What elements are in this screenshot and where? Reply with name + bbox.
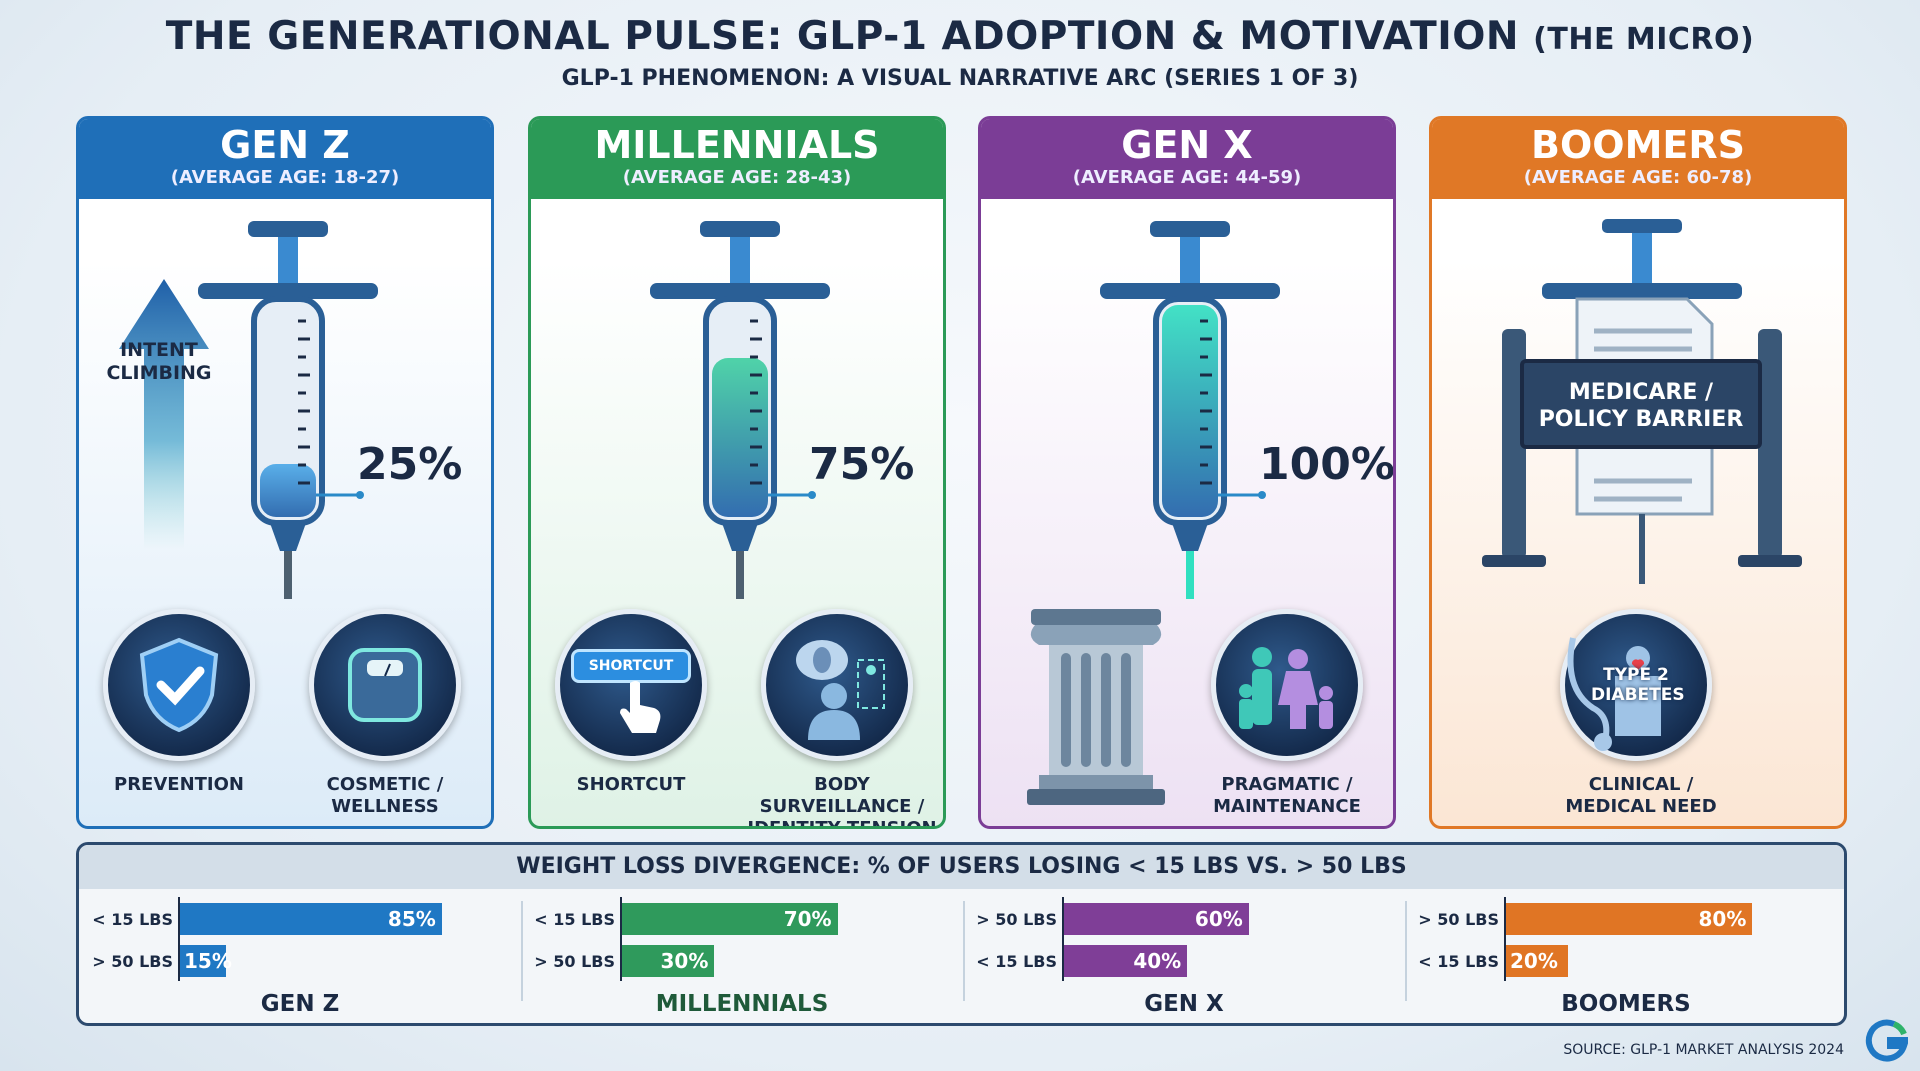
bar: 20% xyxy=(1506,945,1568,977)
syringe-needle xyxy=(284,551,292,599)
bar-row-label: < 15 LBS xyxy=(1418,952,1499,971)
syringe-percent: 75% xyxy=(809,439,915,490)
panel-header: GEN Z (AVERAGE AGE: 18-27) xyxy=(79,119,491,199)
panel-title: BOOMERS xyxy=(1531,123,1745,167)
bar: 60% xyxy=(1064,903,1249,935)
title-main: THE GENERATIONAL PULSE: GLP-1 ADOPTION &… xyxy=(165,14,1520,59)
intent-climbing-label: INTENT CLIMBING xyxy=(106,339,212,384)
prevention-label: PREVENTION xyxy=(114,774,244,795)
shortcut-label: SHORTCUT xyxy=(576,774,686,795)
panel-millennials: MILLENNIALS (AVERAGE AGE: 28-43) 75% SHOR… xyxy=(528,116,946,829)
plunger-top xyxy=(700,221,780,237)
bar: 80% xyxy=(1506,903,1753,935)
bar-row-label: > 50 LBS xyxy=(1418,910,1499,929)
pragmatic-maintenance-label: PRAGMATIC / MAINTENANCE xyxy=(1213,774,1361,817)
prevention-icon-circle xyxy=(103,609,255,761)
panel-age: (AVERAGE AGE: 60-78) xyxy=(1523,167,1753,188)
scale-icon xyxy=(348,648,422,722)
group-divider xyxy=(521,901,523,1001)
family-icon xyxy=(1239,647,1333,729)
shortcut-badge: SHORTCUT xyxy=(571,649,691,683)
group-label: GEN X xyxy=(1144,991,1224,1017)
group-label: BOOMERS xyxy=(1561,991,1691,1017)
page-subtitle: GLP-1 PHENOMENON: A VISUAL NARRATIVE ARC… xyxy=(561,66,1359,91)
brand-logo-icon xyxy=(1865,1019,1908,1062)
panel-boomers: BOOMERS (AVERAGE AGE: 60-78) MEDICARE / P… xyxy=(1429,116,1847,829)
syringe-percent: 25% xyxy=(357,439,463,490)
stethoscope-icon xyxy=(1567,637,1661,751)
clinical-medical-need-label: CLINICAL / MEDICAL NEED xyxy=(1565,774,1717,817)
syringe-icon xyxy=(1100,221,1280,599)
chart-group-gen-z: < 15 LBS 85% > 50 LBS 15% GEN Z xyxy=(79,889,521,1023)
shortcut-icon-circle: SHORTCUT xyxy=(555,609,707,761)
panel-gen-z: GEN Z (AVERAGE AGE: 18-27) INTENT CLIMBIN… xyxy=(76,116,494,829)
syringe-tip xyxy=(722,523,758,551)
group-label: MILLENNIALS xyxy=(655,991,829,1017)
chart-group-gen-x: > 50 LBS 60% < 15 LBS 40% GEN X xyxy=(963,889,1405,1023)
shield-check-icon xyxy=(139,637,219,733)
syringe-needle xyxy=(736,551,744,599)
medicare-policy-barrier-sign: MEDICARE / POLICY BARRIER xyxy=(1520,359,1762,449)
bar: 40% xyxy=(1064,945,1188,977)
syringe-tip xyxy=(270,523,306,551)
syringe-needle xyxy=(1186,551,1194,599)
panel-title: MILLENNIALS xyxy=(594,123,880,167)
bar-row-label: < 15 LBS xyxy=(92,910,173,929)
syringe-flange xyxy=(650,283,830,299)
bar-row-label: < 15 LBS xyxy=(534,910,615,929)
syringe-flange xyxy=(1100,283,1280,299)
body-surveillance-icon-circle xyxy=(761,609,913,761)
chart-title: WEIGHT LOSS DIVERGENCE: % OF USERS LOSIN… xyxy=(79,845,1844,889)
panel-age: (AVERAGE AGE: 44-59) xyxy=(1072,167,1302,188)
group-divider xyxy=(963,901,965,1001)
body-surveillance-label: BODY SURVEILLANCE / IDENTITY TENSION xyxy=(747,774,937,829)
panel-header: MILLENNIALS (AVERAGE AGE: 28-43) xyxy=(531,119,943,199)
shortcut-button-icon: SHORTCUT xyxy=(571,635,691,735)
family-icon-circle xyxy=(1211,609,1363,761)
pillar-icon xyxy=(1027,609,1165,805)
bar: 85% xyxy=(180,903,442,935)
chart-group-boomers: > 50 LBS 80% < 15 LBS 20% BOOMERS xyxy=(1405,889,1844,1023)
panel-gen-x: GEN X (AVERAGE AGE: 44-59) 100% PRAGMATIC… xyxy=(978,116,1396,829)
bar-row-label: > 50 LBS xyxy=(92,952,173,971)
arrow-up-icon xyxy=(119,279,209,549)
group-label: GEN Z xyxy=(260,991,340,1017)
weight-loss-divergence-chart: WEIGHT LOSS DIVERGENCE: % OF USERS LOSIN… xyxy=(76,842,1847,1026)
bar-axis xyxy=(1504,897,1506,981)
syringe-tip xyxy=(1172,523,1208,551)
syringe-fill-level xyxy=(260,464,316,517)
bar-axis xyxy=(620,897,622,981)
bar-axis xyxy=(1062,897,1064,981)
title-suffix: (THE MICRO) xyxy=(1533,22,1755,57)
type-2-diabetes-badge: TYPE 2 DIABETES xyxy=(1591,665,1685,705)
panel-header: GEN X (AVERAGE AGE: 44-59) xyxy=(981,119,1393,199)
syringe-icon xyxy=(198,221,378,599)
bar-row-label: > 50 LBS xyxy=(534,952,615,971)
syringe-icon xyxy=(650,221,830,599)
bar-row-label: < 15 LBS xyxy=(976,952,1057,971)
syringe-fill-level xyxy=(712,358,768,517)
bar-row-label: > 50 LBS xyxy=(976,910,1057,929)
bar: 15% xyxy=(180,945,232,977)
syringe-percent: 100% xyxy=(1259,439,1395,490)
syringe-flange xyxy=(198,283,378,299)
plunger-top xyxy=(1150,221,1230,237)
panel-header: BOOMERS (AVERAGE AGE: 60-78) xyxy=(1432,119,1844,199)
panel-age: (AVERAGE AGE: 18-27) xyxy=(170,167,400,188)
bar: 70% xyxy=(622,903,838,935)
clinical-icon-circle: TYPE 2 DIABETES xyxy=(1560,609,1712,761)
bar: 30% xyxy=(622,945,715,977)
cosmetic-icon-circle xyxy=(309,609,461,761)
page-title: THE GENERATIONAL PULSE: GLP-1 ADOPTION &… xyxy=(0,14,1920,59)
panel-age: (AVERAGE AGE: 28-43) xyxy=(622,167,852,188)
body-surveillance-icon xyxy=(796,640,885,740)
chart-group-millennials: < 15 LBS 70% > 50 LBS 30% MILLENNIALS xyxy=(521,889,963,1023)
bar-axis xyxy=(178,897,180,981)
panel-title: GEN X xyxy=(1121,123,1253,167)
cosmetic-wellness-label: COSMETIC / WELLNESS xyxy=(326,774,444,817)
plunger-top xyxy=(248,221,328,237)
panel-title: GEN Z xyxy=(220,123,350,167)
source-note: SOURCE: GLP-1 MARKET ANALYSIS 2024 xyxy=(1563,1042,1844,1058)
group-divider xyxy=(1405,901,1407,1001)
